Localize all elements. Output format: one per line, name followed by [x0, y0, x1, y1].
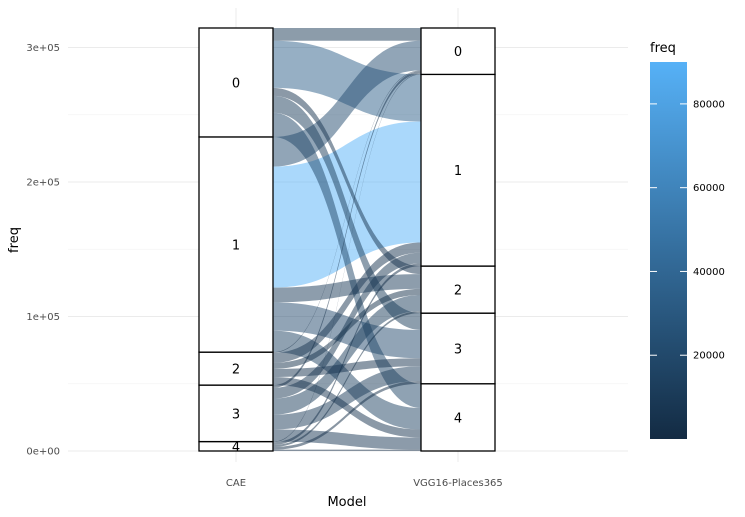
stratum-box [420, 73, 496, 267]
legend-tick-label: 40000 [693, 267, 725, 278]
stratum-label: 0 [454, 45, 462, 60]
y-tick-label: 1e+05 [26, 312, 60, 323]
stratum-label: 1 [454, 164, 462, 179]
flow-ribbon [273, 73, 421, 443]
flow-ribbon [273, 358, 421, 378]
legend-tick-label: 20000 [693, 351, 725, 362]
stratum-label: 3 [454, 342, 462, 357]
stratum-box [198, 27, 274, 138]
stratum-label: 2 [232, 363, 240, 378]
x-axis-title: Model [327, 495, 366, 510]
stratum-box [420, 265, 496, 314]
color-legend: freq 20000 40000 60000 80000 [650, 41, 725, 439]
stratum-label: 3 [232, 407, 240, 422]
y-tick-label: 2e+05 [26, 178, 60, 189]
flow-ribbon [273, 252, 421, 399]
legend-tick-label: 60000 [693, 183, 725, 194]
legend-title: freq [650, 41, 676, 56]
strata-layer: 4 3 2 1 0 4 3 2 1 0 [198, 27, 496, 455]
flow-ribbon [273, 40, 421, 122]
stratum-box [198, 351, 274, 386]
stratum-box [420, 27, 496, 76]
x-tick-label: CAE [226, 478, 246, 489]
x-axis-ticks: CAE VGG16-Places365 [226, 478, 503, 489]
stratum-box [420, 383, 496, 452]
flow-ribbon [273, 288, 421, 369]
y-tick-label: 3e+05 [26, 43, 60, 54]
flow-ribbon [273, 274, 421, 303]
flow-ribbon [273, 70, 421, 353]
flow-ribbon [273, 112, 421, 408]
stratum-label: 4 [454, 411, 462, 426]
stratum-label: 0 [232, 76, 240, 91]
flow-ribbon [273, 311, 421, 447]
stratum-box [420, 312, 496, 385]
legend-colorbar [650, 62, 687, 439]
stratum-label: 2 [454, 284, 462, 299]
flow-ribbon [273, 429, 421, 450]
x-tick-label: VGG16-Places365 [413, 478, 503, 489]
flow-ribbon [273, 242, 421, 363]
flow-ribbon [273, 27, 421, 41]
y-axis-ticks: 0e+00 1e+05 2e+05 3e+05 [26, 43, 60, 458]
stratum-box [198, 136, 274, 353]
stratum-label: 1 [232, 239, 240, 254]
y-tick-label: 0e+00 [26, 447, 60, 458]
stratum-label: 4 [232, 440, 240, 455]
flow-ribbon [273, 381, 421, 450]
flow-ribbon [273, 366, 421, 430]
flow-ribbon [273, 87, 421, 275]
legend-tick-label: 80000 [693, 99, 725, 110]
flow-ribbon [273, 95, 421, 330]
flow-ribbon [273, 71, 421, 388]
flow-ribbon [273, 263, 421, 445]
flow-ribbon [273, 449, 421, 451]
flow-ribbon [273, 377, 421, 438]
stratum-box [198, 384, 274, 443]
y-axis-title: freq [7, 227, 22, 253]
legend-ticks: 20000 40000 60000 80000 [650, 99, 725, 362]
flows-layer [273, 27, 421, 451]
